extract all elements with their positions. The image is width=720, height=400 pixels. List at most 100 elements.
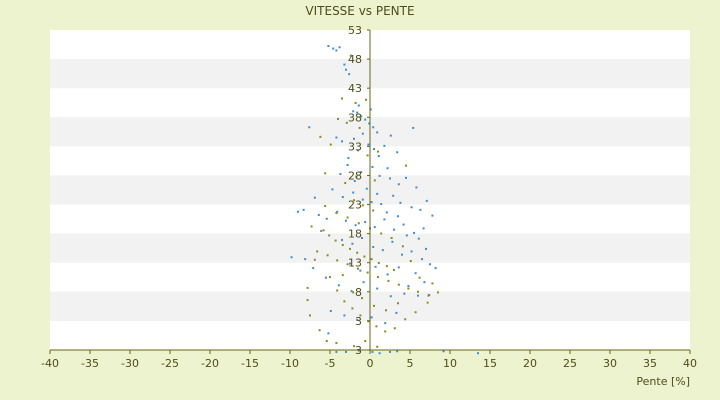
data-point	[319, 135, 322, 138]
data-point	[357, 349, 360, 352]
data-point	[361, 297, 363, 300]
data-point	[344, 181, 347, 184]
data-point	[417, 237, 420, 240]
x-tick-label: 5	[407, 357, 414, 370]
data-point	[327, 45, 330, 47]
data-point	[312, 267, 315, 270]
data-point	[370, 258, 373, 261]
data-point	[381, 249, 384, 252]
data-point	[325, 217, 328, 220]
data-point	[341, 196, 344, 199]
y-tick-label: 3	[355, 315, 362, 328]
data-point	[391, 240, 394, 243]
data-point	[353, 137, 355, 140]
data-point	[313, 258, 316, 261]
data-point	[309, 314, 311, 317]
data-point	[383, 144, 386, 147]
data-point	[329, 143, 332, 146]
data-point	[354, 101, 357, 104]
data-point	[322, 229, 325, 232]
data-point	[418, 276, 421, 279]
data-point	[325, 340, 328, 343]
data-point	[318, 329, 321, 332]
y-tick-label: 18	[348, 228, 362, 241]
data-point	[407, 287, 410, 290]
data-point	[397, 283, 400, 286]
data-point	[302, 208, 305, 211]
data-point	[334, 239, 337, 242]
data-point	[434, 267, 437, 270]
x-tick-label: -20	[201, 357, 219, 370]
data-point	[310, 225, 313, 228]
data-point	[337, 284, 340, 287]
data-point	[343, 314, 346, 317]
data-point	[377, 276, 379, 279]
data-point	[366, 154, 369, 157]
x-tick-label: 35	[643, 357, 657, 370]
data-point	[359, 269, 362, 272]
data-point	[396, 151, 399, 154]
data-point	[385, 211, 388, 214]
data-point	[357, 104, 360, 107]
data-point	[380, 203, 383, 206]
data-point	[378, 352, 381, 355]
y-tick-label: 3	[355, 344, 362, 357]
data-point	[351, 242, 354, 245]
data-point	[348, 73, 351, 76]
data-point	[386, 273, 389, 276]
data-point	[383, 218, 386, 221]
data-point	[365, 187, 368, 190]
data-point	[349, 247, 351, 250]
data-point	[351, 307, 354, 310]
x-tick-label: -5	[325, 357, 336, 370]
data-point	[401, 253, 403, 256]
data-point	[346, 263, 349, 266]
data-point	[361, 132, 364, 135]
data-point	[397, 302, 399, 305]
data-point	[346, 164, 349, 167]
data-point	[353, 180, 356, 183]
data-point	[356, 318, 359, 321]
data-point	[378, 174, 381, 177]
data-point	[368, 122, 371, 125]
x-ticks: -40 -35 -30 -25 -20 -15 -10 -5 0 5 10 15 20 25 30 35 40	[41, 350, 697, 370]
data-point	[373, 148, 375, 151]
data-point	[313, 196, 316, 199]
data-point	[372, 126, 375, 129]
x-tick-label: -35	[81, 357, 99, 370]
data-point	[389, 177, 391, 180]
data-point	[402, 223, 405, 226]
y-tick-label: 53	[348, 24, 362, 37]
data-point	[353, 199, 355, 202]
data-point	[335, 49, 338, 52]
data-point	[377, 261, 380, 264]
x-tick-label: -30	[121, 357, 139, 370]
data-point	[362, 281, 365, 284]
data-point	[335, 136, 338, 139]
data-point	[427, 294, 430, 297]
data-point	[341, 140, 343, 143]
data-point	[361, 204, 364, 207]
data-point	[360, 115, 363, 118]
data-point	[341, 244, 344, 247]
data-point	[338, 46, 341, 49]
data-point	[370, 201, 373, 204]
data-point	[306, 286, 309, 289]
data-point	[343, 300, 346, 303]
data-point	[336, 289, 339, 292]
data-point	[425, 247, 427, 250]
data-point	[345, 350, 347, 353]
data-point	[290, 256, 293, 259]
x-tick-label: 0	[367, 357, 374, 370]
data-point	[371, 350, 374, 353]
data-point	[403, 292, 406, 295]
data-point	[374, 265, 377, 268]
data-point	[397, 183, 400, 186]
data-point	[410, 250, 413, 253]
data-point	[372, 209, 375, 212]
data-point	[363, 255, 366, 258]
data-point	[399, 201, 402, 204]
data-point	[392, 194, 395, 197]
data-point	[397, 215, 399, 218]
